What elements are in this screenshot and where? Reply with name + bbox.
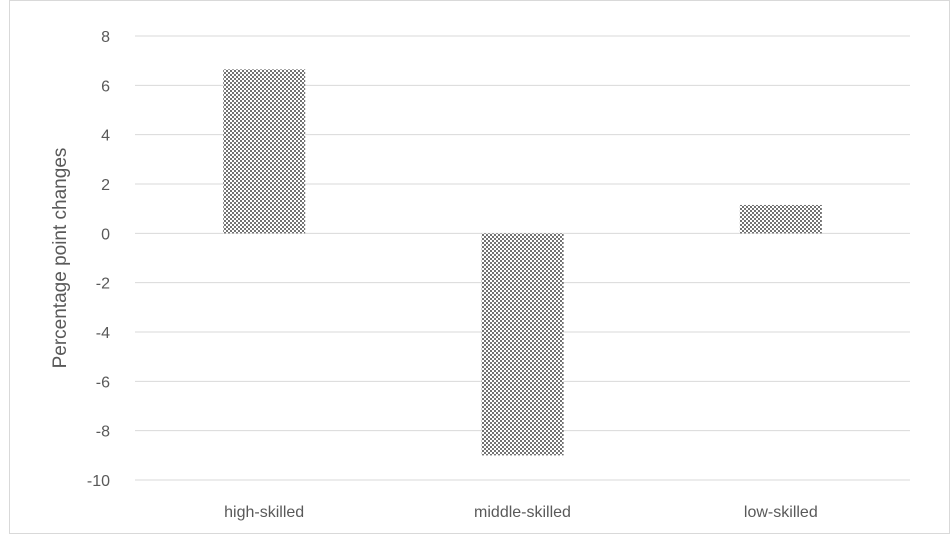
bars (223, 69, 822, 456)
bar-low-skilled (739, 204, 822, 234)
y-tick-label: -8 (96, 424, 110, 441)
x-tick-label: high-skilled (224, 504, 304, 521)
y-tick-label: -6 (96, 374, 110, 391)
y-tick-label: -4 (96, 325, 110, 342)
x-tick-label: middle-skilled (474, 504, 571, 521)
bar-high-skilled (223, 69, 306, 234)
x-tick-label: low-skilled (744, 504, 818, 521)
x-axis-ticks: high-skilled middle-skilled low-skilled (224, 504, 818, 521)
bar-middle-skilled (481, 233, 564, 456)
y-axis-ticks: 8 6 4 2 0 -2 -4 -6 -8 -10 (87, 29, 110, 490)
y-tick-label: 6 (101, 78, 110, 95)
y-tick-label: -10 (87, 473, 110, 490)
y-tick-label: 4 (101, 128, 110, 145)
y-tick-label: -2 (96, 276, 110, 293)
y-tick-label: 2 (101, 177, 110, 194)
y-tick-label: 0 (101, 226, 110, 243)
chart-frame (9, 0, 950, 534)
y-tick-label: 8 (101, 29, 110, 46)
y-axis-title: Percentage point changes (50, 148, 71, 369)
